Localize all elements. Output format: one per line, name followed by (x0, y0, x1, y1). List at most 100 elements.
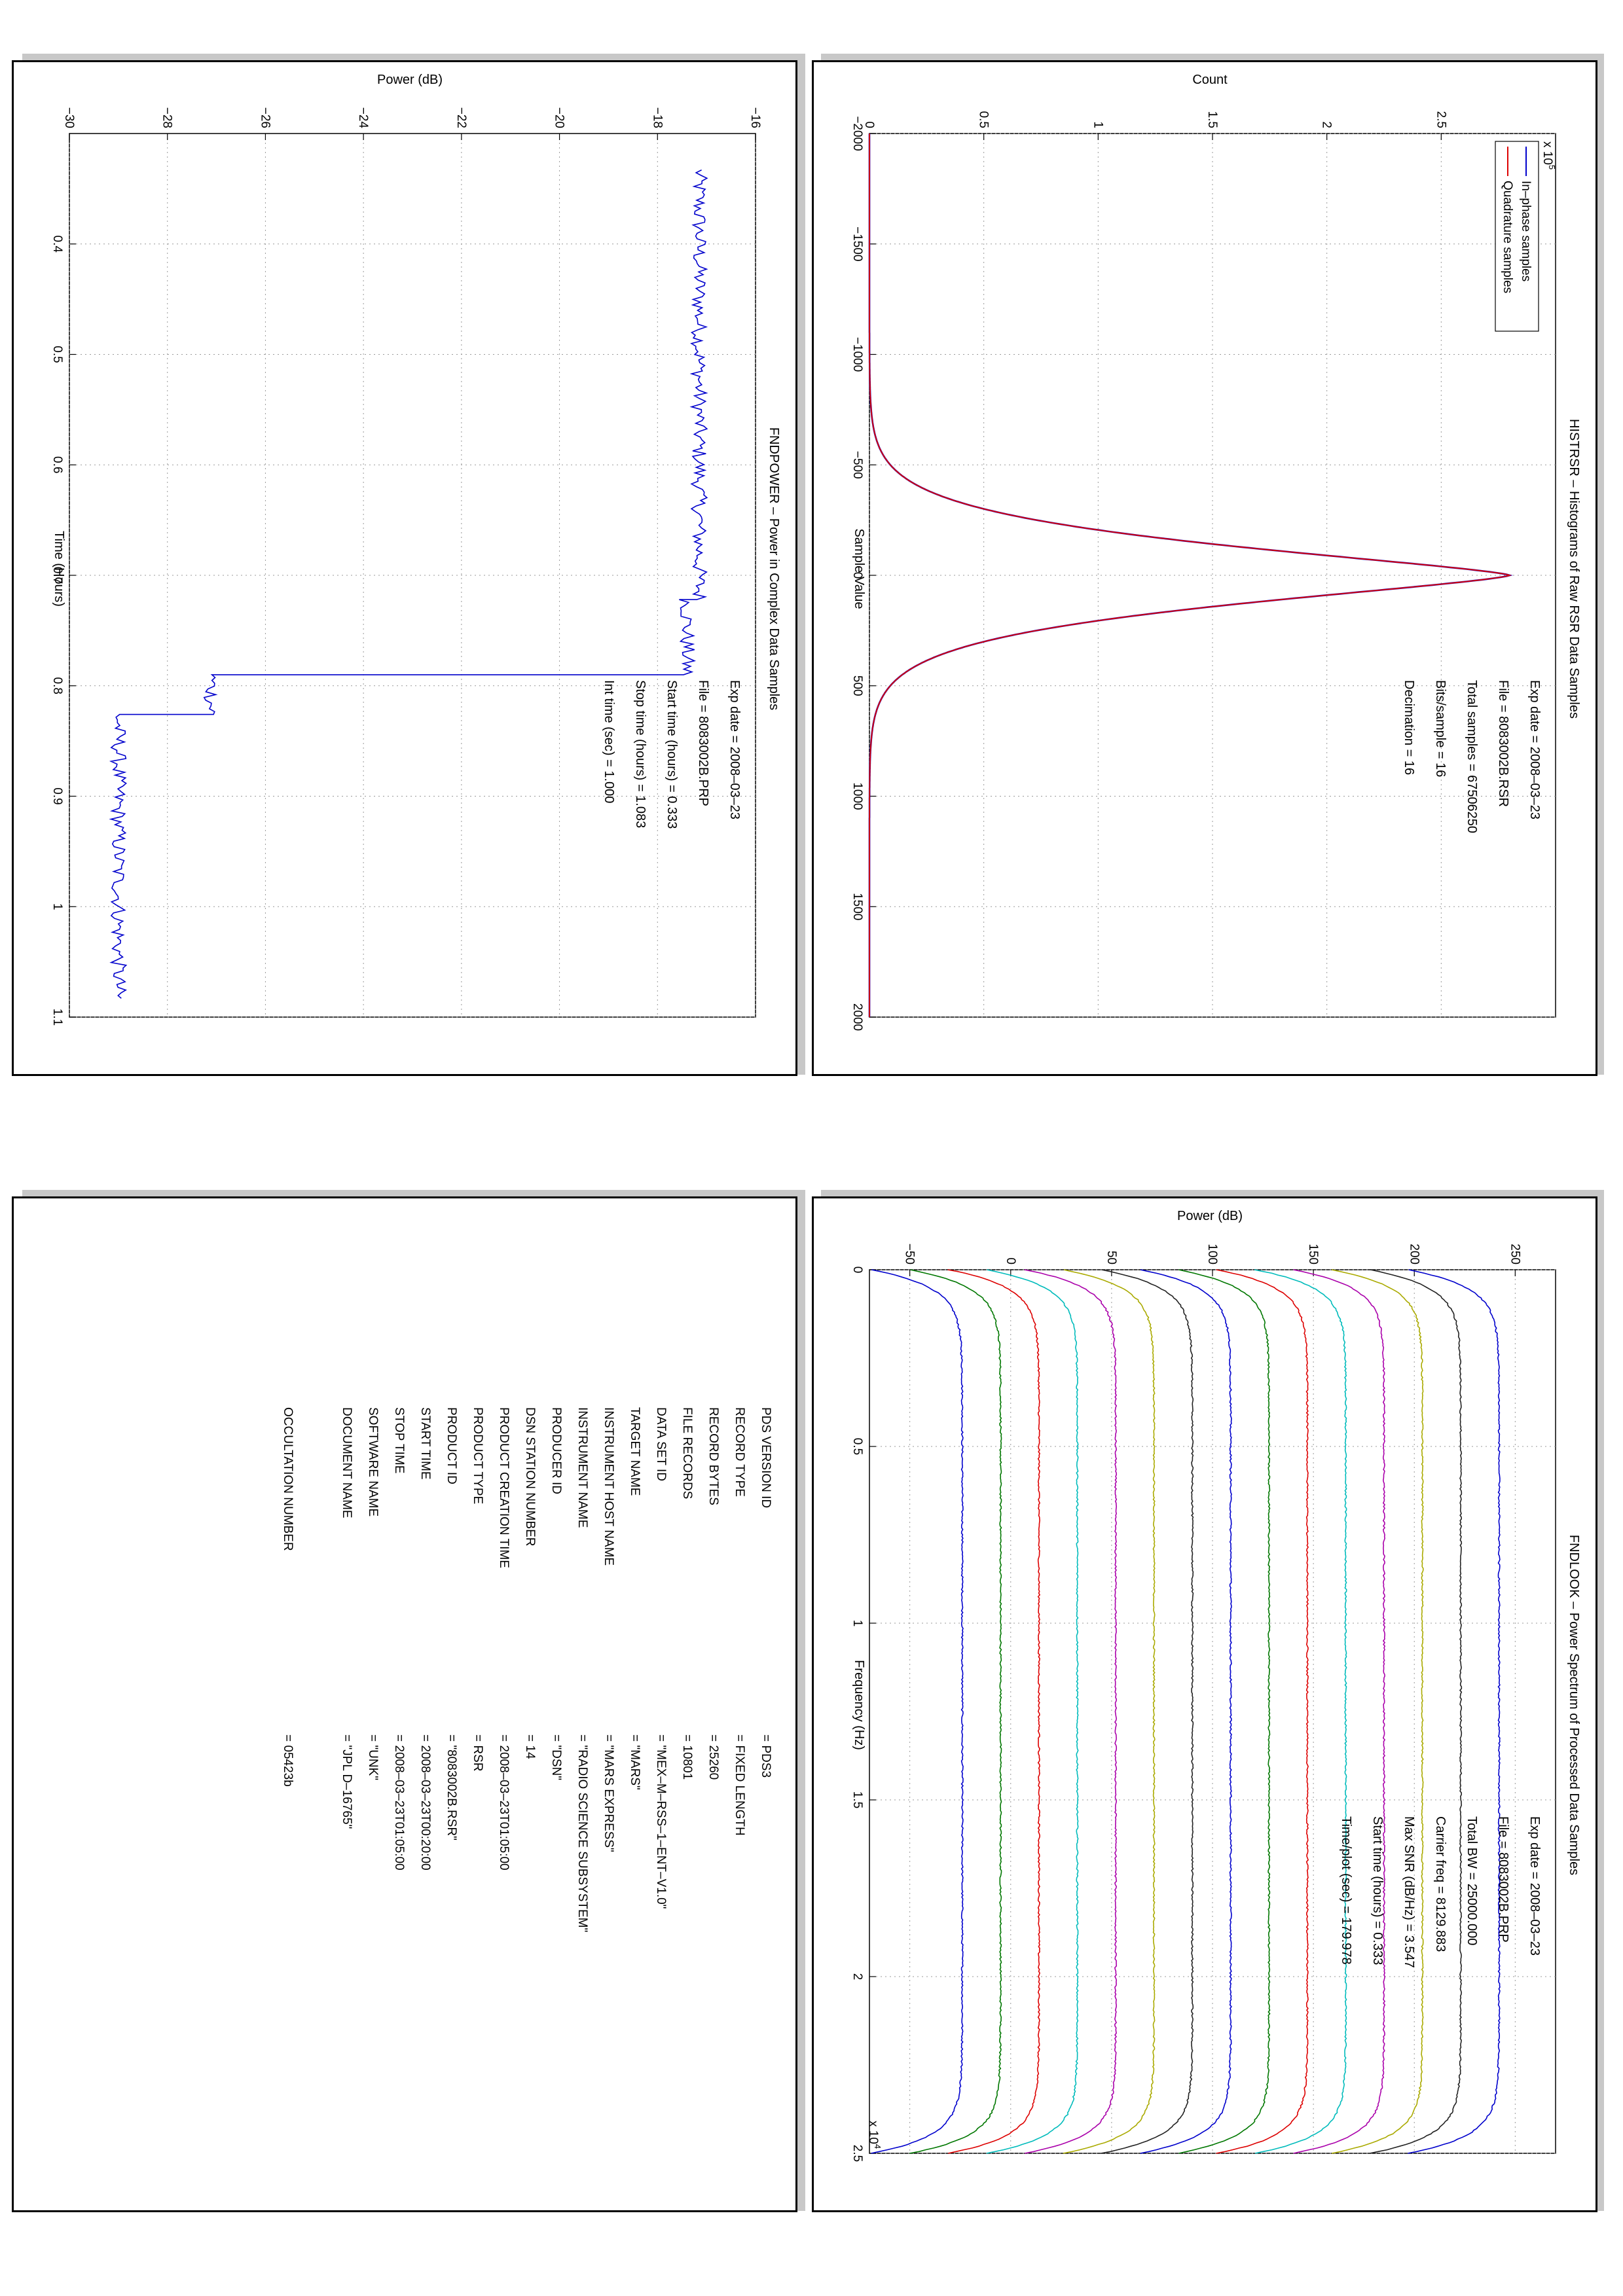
fndlook-info-line: File = 8083002B.PRP (1496, 1816, 1510, 1943)
fndlook-series-line (1024, 1269, 1118, 2154)
fndlook-series-line (1293, 1269, 1386, 2154)
fndlook-series-line (1408, 1269, 1501, 2154)
fndlook-y-tick-label: −50 (903, 1244, 917, 1265)
label-key: SOFTWARE NAME (366, 1407, 380, 1517)
label-key: OCCULTATION NUMBER (281, 1407, 295, 1551)
label-value: = 10801 (680, 1734, 694, 1780)
fndlook-series-line (947, 1269, 1041, 2154)
histrsr-y-tick-label: 2.5 (1434, 111, 1448, 128)
fndpower-y-tick-label: −16 (748, 107, 762, 128)
fndlook-plot-area: 0 0.5 1 1.5 2 2.5 −50 0 50 100 150 200 250 (850, 1244, 1556, 2162)
fndpower-info-line: Int time (sec) = 1.000 (602, 680, 616, 803)
fndlook-x-tick-label: 1 (850, 1620, 864, 1627)
label-value: = "UNK" (366, 1734, 380, 1780)
fndpower-y-tick-label: −20 (553, 107, 566, 128)
label-key: RECORD BYTES (706, 1407, 720, 1505)
fndlook-y-tick-label: 250 (1508, 1244, 1522, 1265)
label-key: RECORD TYPE (733, 1407, 746, 1497)
fndlook-y-tick-label: 200 (1407, 1244, 1421, 1265)
fndlook-y-tick-label: 100 (1205, 1244, 1219, 1265)
fndlook-series-line (909, 1269, 1002, 2154)
fndlook-x-tick-label: 2 (850, 1973, 864, 1981)
fndlook-x-tick-label: 0.5 (850, 1438, 864, 1455)
fndpower-y-tick-label: −24 (356, 107, 370, 129)
label-value: = "RADIO SCIENCE SUBSYSTEM" (575, 1734, 589, 1933)
histrsr-info-line: Total samples = 67506250 (1465, 680, 1479, 833)
fndpower-x-tick-label: 1 (50, 903, 64, 910)
histrsr-info-line: Bits/sample = 16 (1433, 680, 1448, 777)
fndpower-x-tick-label: 0.8 (50, 677, 64, 694)
label-key: PRODUCT CREATION TIME (497, 1407, 511, 1568)
histrsr-y-tick-label: 1 (1091, 121, 1104, 128)
histrsr-xlabel: Sample Value (852, 528, 866, 609)
label-key: PRODUCT ID (445, 1407, 458, 1484)
label-key: DOCUMENT NAME (340, 1407, 354, 1518)
histrsr-exponent: x 105 (1541, 141, 1557, 170)
label-value: = FIXED LENGTH (733, 1734, 746, 1836)
fndlook-info-line: Time/plot (sec) = 179.978 (1339, 1816, 1353, 1965)
fndpower-svg: FNDPOWER – Power in Complex Data Samples… (50, 73, 781, 1026)
fndlook-y-tick-label: 0 (1004, 1257, 1017, 1265)
label-key: START TIME (418, 1407, 432, 1480)
fndlook-x-tick-label: 2.5 (850, 2145, 864, 2162)
label-value: = 05423b (281, 1734, 295, 1787)
fndlook-series-line (1178, 1269, 1271, 2154)
label-value: = "8083002B.RSR" (445, 1734, 458, 1840)
fndlook-info-line: Start time (hours) = 0.333 (1370, 1816, 1385, 1965)
fndpower-info-line: Stop time (hours) = 1.083 (633, 680, 647, 828)
label-panel (12, 1196, 797, 2212)
fndlook-y-tick-label: 50 (1104, 1251, 1118, 1265)
fndpower-info-line: File = 8083002B.PRP (696, 680, 710, 806)
histrsr-x-tick-label: 0 (850, 572, 864, 579)
histrsr-ylabel: Count (1192, 73, 1228, 87)
label-key: FILE RECORDS (680, 1407, 694, 1499)
histrsr-plot-area: −2000 −1500 −1000 −500 0 500 1000 1500 2000 0 0.5 1… (850, 111, 1556, 1031)
label-key: PRODUCER ID (549, 1407, 563, 1495)
fndlook-series-line (1254, 1269, 1347, 2154)
fndpower-y-tick-label: −30 (62, 107, 76, 128)
histrsr-y-tick-label: 0 (862, 121, 876, 128)
fndpower-xlabel: Time (Hours) (52, 531, 66, 607)
histrsr-x-tick-label: 500 (850, 675, 864, 696)
label-value: = PDS3 (759, 1734, 773, 1778)
histrsr-legend-box (1495, 141, 1539, 332)
label-key: DSN STATION NUMBER (523, 1407, 537, 1547)
fndpower-title: FNDPOWER – Power in Complex Data Samples (767, 427, 781, 710)
label-key: DATA SET ID (654, 1407, 668, 1481)
fndlook-series-line (986, 1269, 1079, 2154)
fndlook-series-line (1331, 1269, 1424, 2154)
fndlook-x-tick-label: 1.5 (850, 1791, 864, 1808)
fndpower-x-tick-label: 0.7 (50, 567, 64, 584)
fndlook-series-line (1063, 1269, 1156, 2154)
fndlook-axes-box (869, 1269, 1556, 2154)
fndlook-series-line (871, 1269, 964, 2154)
fndlook-exponent: x 104 (866, 2121, 883, 2149)
histrsr-series-line (869, 134, 1512, 1017)
label-listing: PDS VERSION ID = PDS3 RECORD TYPE = FIXED L… (13, 1407, 773, 2193)
fndlook-title: FNDLOOK – Power Spectrum of Processed Da… (1567, 1535, 1581, 1875)
fndpower-plot-area: 0.4 0.5 0.6 0.7 0.8 0.9 1 1.1 −30 −28 −26 −24 −22 −20… (50, 107, 762, 1026)
histrsr-info: Exp date = 2008–03–23 File = 8083002B.RS… (1402, 680, 1542, 833)
label-value: = 2008–03–23T01:05:00 (497, 1734, 511, 1871)
label-key: PRODUCT TYPE (471, 1407, 484, 1505)
fndlook-info: Exp date = 2008–03–23 File = 8083002B.PR… (1339, 1816, 1542, 1968)
label-value: = "MARS EXPRESS" (602, 1734, 615, 1852)
histrsr-x-tick-label: 2000 (850, 1003, 864, 1031)
label-value: = 2008–03–23T00:20:00 (418, 1734, 432, 1871)
fndlook-series-line (1369, 1269, 1463, 2154)
label-value: = 25260 (706, 1734, 720, 1780)
fndlook-info-line: Total BW = 25000.000 (1465, 1816, 1479, 1945)
fndlook-ylabel: Power (dB) (1177, 1209, 1243, 1223)
fndpower-info-line: Start time (hours) = 0.333 (665, 680, 679, 829)
label-key: INSTRUMENT NAME (575, 1407, 589, 1528)
fndlook-series-line (1216, 1269, 1309, 2154)
fndlook-chart: FNDLOOK – Power Spectrum of Processed Da… (817, 1204, 1590, 2206)
fndpower-y-tick-label: −22 (454, 107, 468, 128)
histrsr-x-tick-label: 1000 (850, 782, 864, 810)
histrsr-legend: In–phase samples Quadrature samples (1495, 141, 1539, 332)
fndpower-series-line (109, 169, 708, 999)
fndpower-y-tick-label: −28 (160, 107, 174, 128)
label-key: STOP TIME (392, 1407, 406, 1474)
histrsr-chart: HISTRSR – Histograms of Raw RSR Data Sam… (817, 68, 1590, 1069)
histrsr-y-tick-label: 0.5 (977, 111, 991, 128)
